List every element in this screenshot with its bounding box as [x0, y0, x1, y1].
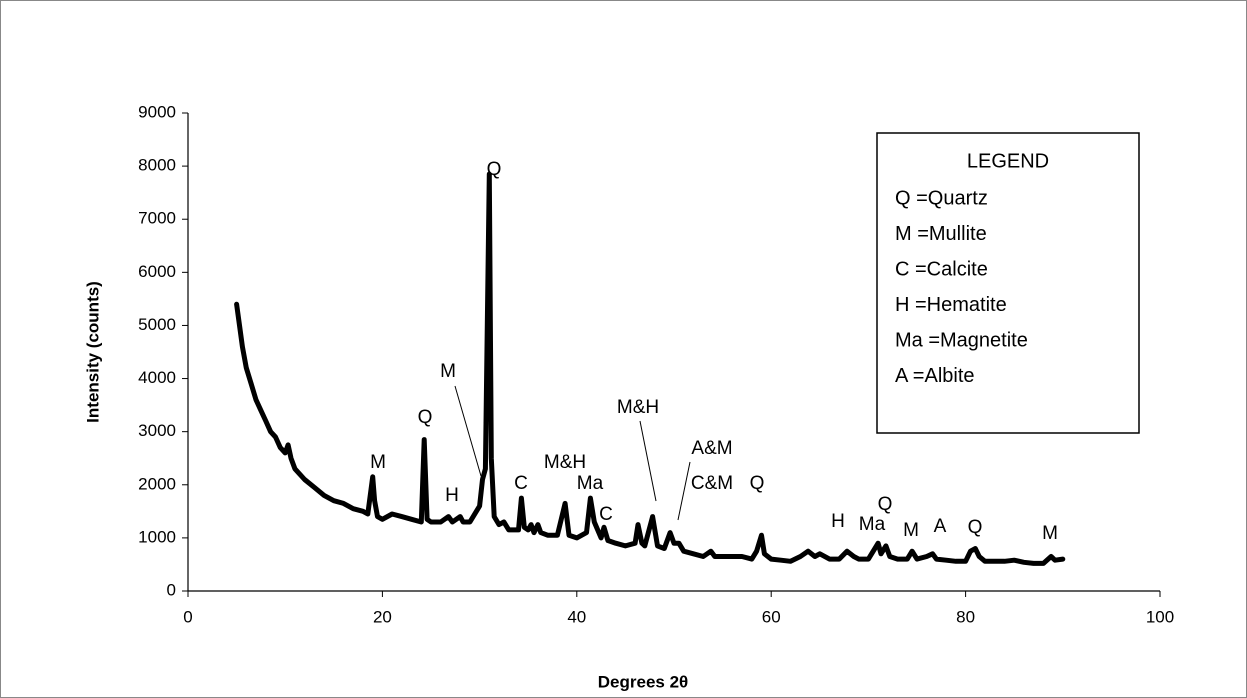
legend-entry: M =Mullite: [895, 223, 987, 245]
peak-annotation: M: [1042, 523, 1058, 544]
y-tick-label: 6000: [138, 262, 176, 281]
legend-entry: C =Calcite: [895, 258, 988, 280]
legend-box: [876, 132, 1140, 434]
legend-entry: A =Albite: [895, 365, 975, 387]
peak-annotation: H: [445, 485, 459, 506]
peak-annotation: C&M: [691, 473, 733, 494]
peak-annotation: Ma: [577, 473, 604, 494]
legend-entry: Q =Quartz: [895, 187, 988, 209]
peak-annotation: M: [370, 452, 386, 473]
y-tick-label: 0: [167, 580, 176, 599]
annotation-leader: [677, 461, 691, 521]
peak-annotation: Q: [418, 407, 433, 428]
annotation-leader: [454, 385, 482, 477]
y-tick-label: 9000: [138, 102, 176, 121]
y-tick-label: 2000: [138, 474, 176, 493]
x-tick-label: 100: [1146, 607, 1174, 626]
y-tick-label: 1000: [138, 527, 176, 546]
y-tick-label: 8000: [138, 156, 176, 175]
peak-annotation: Q: [487, 159, 502, 180]
peak-annotation: C: [514, 473, 528, 494]
peak-annotation: Q: [968, 517, 983, 538]
annotation-leader: [639, 420, 657, 502]
y-tick-label: 3000: [138, 421, 176, 440]
legend-title: LEGEND: [967, 150, 1049, 172]
peak-annotation: M&H: [544, 452, 586, 473]
y-tick-label: 7000: [138, 209, 176, 228]
y-tick-label: 4000: [138, 368, 176, 387]
y-tick-label: 5000: [138, 315, 176, 334]
peak-annotation: Ma: [859, 514, 886, 535]
x-tick-label: 20: [373, 607, 392, 626]
x-tick-label: 80: [956, 607, 975, 626]
x-tick-label: 0: [183, 607, 192, 626]
legend-entry: H =Hematite: [895, 294, 1007, 316]
peak-annotation: C: [599, 504, 613, 525]
x-tick-label: 60: [762, 607, 781, 626]
x-tick-label: 40: [567, 607, 586, 626]
data-line: [234, 171, 1066, 566]
peak-annotation: Q: [878, 494, 893, 515]
peak-annotation: M&H: [617, 397, 659, 418]
peak-annotation: M: [440, 361, 456, 382]
y-axis-label: Intensity (counts): [83, 281, 102, 423]
peak-annotation: H: [831, 511, 845, 532]
peak-annotation: A: [934, 516, 947, 537]
peak-annotation: A&M: [691, 438, 732, 459]
peak-annotation: M: [903, 520, 919, 541]
legend-entry: Ma =Magnetite: [895, 329, 1028, 351]
peak-annotation: Q: [750, 473, 765, 494]
x-axis-label: Degrees 2θ: [598, 672, 688, 691]
